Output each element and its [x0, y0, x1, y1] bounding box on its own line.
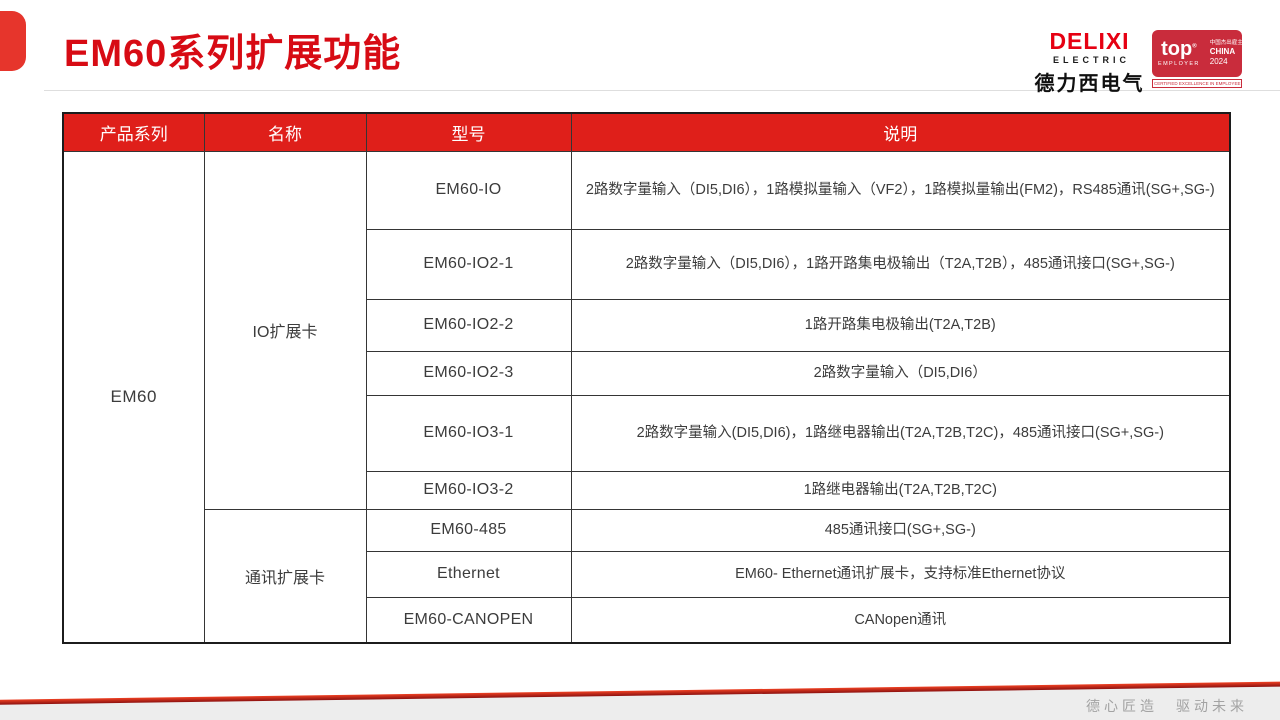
- cell-description: 1路开路集电极输出(T2A,T2B): [570, 298, 1231, 352]
- cell-group-comm: 通讯扩展卡: [203, 508, 367, 644]
- top-employer-wordmark: top® EMPLOYER: [1158, 37, 1200, 67]
- table-header-row: 产品系列 名称 型号 说明: [62, 112, 1231, 152]
- table-row: EM60-IO2-2 1路开路集电极输出(T2A,T2B): [63, 298, 1231, 352]
- badge-year: 2024: [1209, 56, 1228, 66]
- table-row: EM60-CANOPEN CANopen通讯: [63, 596, 1231, 644]
- cell-description: 2路数字量输入（DI5,DI6），1路开路集电极输出（T2A,T2B），485通…: [570, 228, 1231, 300]
- top-employer-label: EMPLOYER: [1158, 60, 1200, 67]
- top-employer-badge-main: top® EMPLOYER 中国杰出雇主 CHINA 2024: [1152, 30, 1243, 77]
- header-product-series: 产品系列: [62, 112, 205, 152]
- table-row: EM60 IO扩展卡 EM60-IO 2路数字量输入（DI5,DI6），1路模拟…: [62, 150, 1231, 644]
- cell-model: EM60-IO3-2: [365, 470, 572, 510]
- cell-model: Ethernet: [365, 550, 572, 598]
- table-row: EM60-IO2-3 2路数字量输入（DI5,DI6）: [63, 350, 1231, 396]
- table-row: EM60-IO3-1 2路数字量输入(DI5,DI6)，1路继电器输出(T2A,…: [63, 394, 1231, 472]
- delixi-wordmark: DELIXI: [1049, 28, 1130, 54]
- slide-accent-tab: [0, 11, 26, 71]
- cell-model: EM60-IO: [365, 150, 572, 230]
- cell-description: 2路数字量输入（DI5,DI6），1路模拟量输入（VF2），1路模拟量输出(FM…: [570, 150, 1231, 230]
- cell-description: 1路继电器输出(T2A,T2B,T2C): [570, 470, 1231, 510]
- cell-model: EM60-IO2-2: [365, 298, 572, 352]
- delixi-electric-label: ELECTRIC: [1053, 55, 1130, 65]
- badge-cn-text: 中国杰出雇主: [1209, 40, 1243, 47]
- cell-model: EM60-IO3-1: [365, 394, 572, 472]
- cell-description: CANopen通讯: [570, 596, 1231, 644]
- badge-certified-strip: CERTIFIED EXCELLENCE IN EMPLOYEE CONDITI…: [1152, 79, 1242, 88]
- cell-model: EM60-IO2-1: [365, 228, 572, 300]
- page-title: EM60系列扩展功能: [64, 33, 402, 75]
- top-employer-badge: top® EMPLOYER 中国杰出雇主 CHINA 2024 CERTIFIE…: [1152, 30, 1243, 88]
- footer-slogan: 德心匠造 驱动未来: [1086, 698, 1248, 714]
- cell-model: EM60-IO2-3: [365, 350, 572, 396]
- header-description: 说明: [570, 112, 1231, 152]
- table-row: EM60-IO2-1 2路数字量输入（DI5,DI6），1路开路集电极输出（T2…: [63, 228, 1231, 300]
- cell-description: 2路数字量输入(DI5,DI6)，1路继电器输出(T2A,T2B,T2C)，48…: [570, 394, 1231, 472]
- table-row: EM60-IO3-2 1路继电器输出(T2A,T2B,T2C): [63, 470, 1231, 510]
- header-divider: [44, 90, 1280, 91]
- badge-country: CHINA: [1209, 46, 1236, 56]
- table-row: 通讯扩展卡 EM60-485 485通讯接口(SG+,SG-): [63, 508, 1231, 644]
- cell-description: 485通讯接口(SG+,SG-): [570, 508, 1231, 552]
- cell-model: EM60-485: [365, 508, 572, 552]
- cell-group-io: IO扩展卡: [203, 150, 367, 510]
- spec-table: 产品系列 名称 型号 说明 EM60 IO扩展卡 EM60-IO 2路数字量输入…: [62, 112, 1231, 644]
- registered-mark-icon: ®: [1192, 42, 1197, 49]
- header-model: 型号: [365, 112, 572, 152]
- delixi-chinese-name: 德力西电气: [1034, 73, 1145, 95]
- badge-region-block: 中国杰出雇主 CHINA 2024: [1210, 40, 1243, 67]
- cell-description: 2路数字量输入（DI5,DI6）: [570, 350, 1231, 396]
- cell-description: EM60- Ethernet通讯扩展卡，支持标准Ethernet协议: [570, 550, 1231, 598]
- delixi-logo: DELIXI ELECTRIC 德力西电气: [1032, 30, 1147, 96]
- top-employer-word: top: [1161, 37, 1193, 60]
- header-name: 名称: [203, 112, 367, 152]
- cell-product-series: EM60: [62, 150, 205, 644]
- cell-model: EM60-CANOPEN: [365, 596, 572, 644]
